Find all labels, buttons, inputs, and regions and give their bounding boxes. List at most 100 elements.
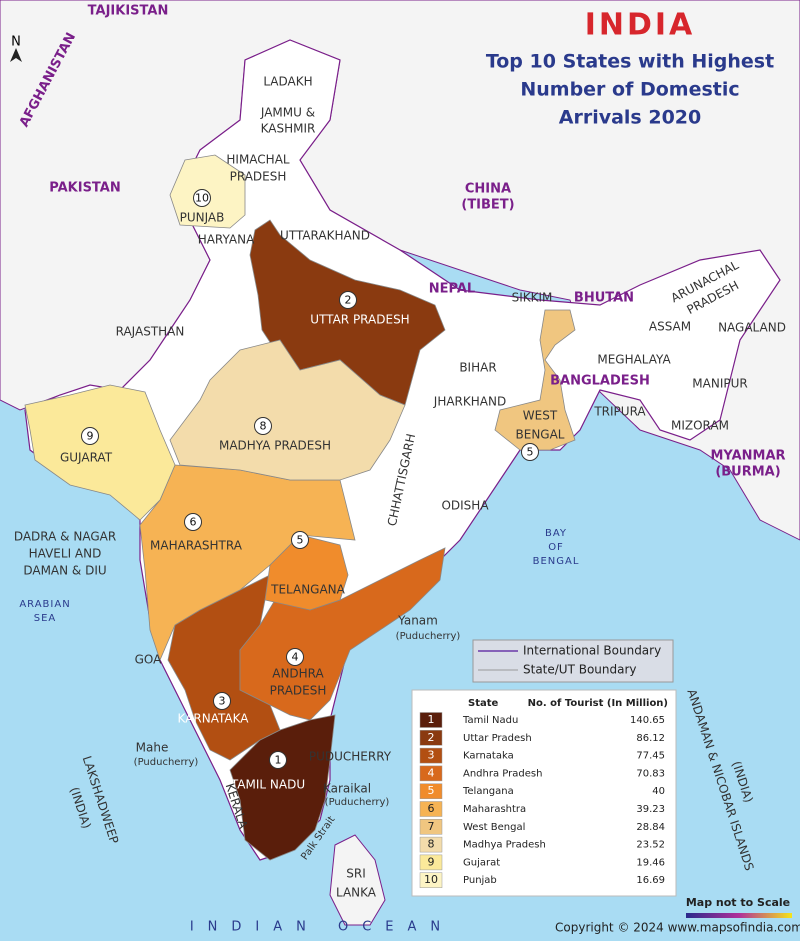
map-label: MEGHALAYA	[597, 353, 671, 367]
marker-label: 3	[219, 695, 226, 708]
map-label: ARABIAN	[19, 599, 70, 610]
map-label: MANIPUR	[692, 377, 747, 391]
state-name: West Bengal	[463, 822, 525, 833]
scale-bar	[686, 913, 792, 918]
map-label: OF	[548, 542, 564, 553]
rank-swatch	[419, 819, 443, 835]
rank-swatch	[419, 872, 443, 888]
tourist-value: 39.23	[636, 804, 665, 815]
map-label: GOA	[135, 653, 163, 667]
map-label: BIHAR	[459, 361, 496, 375]
scale-note: Map not to Scale	[686, 896, 790, 909]
marker-label: 10	[195, 192, 209, 205]
map-label: NAGALAND	[718, 321, 786, 335]
marker-circle	[213, 692, 231, 710]
state-shapes	[24, 154, 576, 861]
subtitle: Number of Domestic	[520, 79, 739, 101]
map-label: BANGLADESH	[550, 374, 650, 389]
state-shape	[494, 309, 576, 451]
title: INDIA	[585, 8, 696, 43]
map-label: Karaikal	[323, 782, 371, 796]
map-label: MYANMAR	[710, 449, 785, 464]
sri-lanka	[329, 834, 386, 926]
map-label: PUNJAB	[180, 211, 225, 225]
state-shape	[169, 339, 406, 481]
tourist-value: 140.65	[630, 715, 665, 726]
tourist-value: 28.84	[636, 822, 665, 833]
map-label: BAY	[545, 528, 567, 539]
map-label: PRADESH	[270, 684, 327, 698]
marker-circle	[291, 531, 309, 549]
table-header: State	[468, 698, 499, 709]
tourist-value: 16.69	[636, 875, 665, 886]
map-label: PAKISTAN	[49, 181, 120, 196]
legend-label: State/UT Boundary	[523, 663, 637, 677]
map-label: HARYANA	[198, 233, 255, 247]
map-label: ODISHA	[441, 499, 489, 513]
state-name: Gujarat	[463, 857, 500, 868]
map-label: SRI	[346, 867, 366, 881]
marker-label: 5	[297, 534, 304, 547]
marker-label: 1	[275, 754, 282, 767]
map-label: MAHARASHTRA	[150, 539, 243, 553]
marker-circle	[339, 291, 357, 309]
subtitle: Top 10 States with Highest	[486, 51, 774, 73]
table-box	[411, 689, 677, 897]
map-label: TAJIKISTAN	[88, 4, 169, 19]
rank-label: 9	[428, 855, 435, 868]
rank-label: 10	[424, 873, 438, 886]
rank-swatch	[419, 730, 443, 746]
map-label: SEA	[34, 613, 57, 624]
map-label: (Puducherry)	[134, 757, 199, 768]
map-label: Mahe	[136, 741, 169, 755]
map-label: BENGAL	[516, 428, 565, 442]
state-shape	[24, 384, 176, 521]
map-label: UTTAR PRADESH	[310, 313, 409, 327]
marker-label: 4	[292, 651, 299, 664]
marker-circle	[254, 417, 272, 435]
map-label: SIKKIM	[512, 291, 553, 305]
map-label: (Puducherry)	[396, 631, 461, 642]
map-label: (TIBET)	[461, 198, 514, 213]
rank-label: 1	[428, 713, 435, 726]
subtitle: Arrivals 2020	[559, 107, 701, 129]
state-name: Madhya Pradesh	[463, 840, 546, 851]
map-label: CHINA	[465, 182, 511, 197]
marker-circle	[521, 443, 539, 461]
map-label: HIMACHAL	[226, 153, 290, 167]
rank-label: 4	[428, 766, 435, 779]
legend-box	[472, 639, 674, 683]
map-label: KARNATAKA	[178, 712, 250, 726]
rank-label: 7	[428, 820, 435, 833]
marker-label: 5	[527, 446, 534, 459]
rank-swatch	[419, 801, 443, 817]
map-label: NEPAL	[429, 282, 475, 297]
rank-swatch	[419, 765, 443, 782]
map-label: PRADESH	[230, 170, 287, 184]
tourist-value: 40	[652, 786, 665, 797]
tourist-value: 86.12	[636, 733, 665, 744]
legend-label: International Boundary	[523, 644, 661, 658]
tourist-value: 23.52	[636, 840, 665, 851]
map-label: LANKA	[336, 886, 377, 900]
rank-swatch	[419, 712, 443, 728]
copyright: Copyright © 2024 www.mapsofindia.com	[555, 921, 800, 935]
map-label: DADRA & NAGAR	[14, 530, 116, 544]
marker-label: 8	[260, 420, 267, 433]
compass: N	[11, 35, 21, 50]
map-label: INDIAN OCEAN	[190, 920, 454, 935]
rank-markers: 1 2 3 4 5 6 5 8 9 10	[81, 189, 539, 769]
map-label: ANDHRA	[272, 667, 324, 681]
tourist-value: 77.45	[636, 751, 665, 762]
marker-circle	[269, 751, 287, 769]
state-name: Karnataka	[463, 751, 514, 762]
state-name: Maharashtra	[463, 804, 526, 815]
state-name: Tamil Nadu	[462, 715, 518, 726]
tourist-value: 19.46	[636, 857, 665, 868]
map-label: BHUTAN	[574, 291, 634, 306]
map-label: BENGAL	[533, 556, 580, 567]
state-name: Punjab	[463, 875, 497, 886]
map-label: WEST	[523, 409, 558, 423]
map-label: JAMMU &	[260, 106, 315, 120]
rank-swatch	[419, 836, 443, 853]
